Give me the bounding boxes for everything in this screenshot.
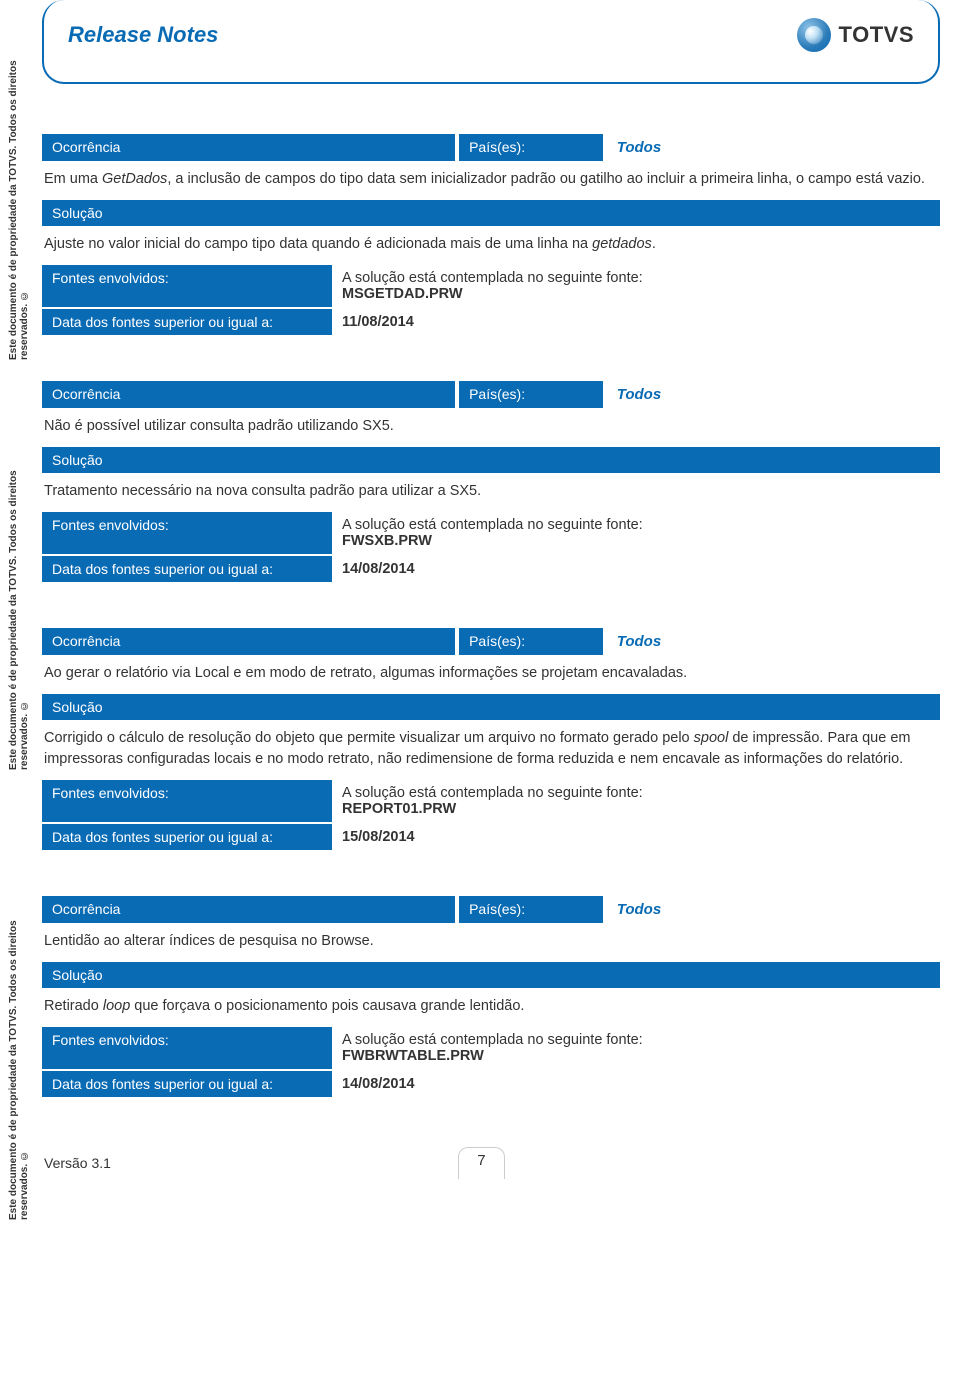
ocorrencia-text: Lentidão ao alterar índices de pesquisa … [42,923,940,960]
country-value: Todos [607,896,940,923]
release-block: Ocorrência País(es): Todos Lentidão ao a… [42,896,940,1097]
country-value: Todos [607,628,940,655]
paises-header: País(es): [459,896,603,923]
data-fontes-value: 14/08/2014 [332,1071,940,1097]
page-title: Release Notes [68,22,218,48]
brand-name: TOTVS [839,22,914,48]
side-copyright-1: Este documento é de propriedade da TOTVS… [8,20,30,360]
data-row: Data dos fontes superior ou igual a: 11/… [42,309,940,335]
fontes-value: A solução está contemplada no seguinte f… [332,265,940,307]
fontes-value: A solução está contemplada no seguinte f… [332,1027,940,1069]
ocorrencia-header: Ocorrência [42,134,455,161]
data-row: Data dos fontes superior ou igual a: 14/… [42,1071,940,1097]
data-fontes-label: Data dos fontes superior ou igual a: [42,556,332,582]
fontes-label: Fontes envolvidos: [42,780,332,822]
side-copyright-3: Este documento é de propriedade da TOTVS… [8,880,30,1220]
paises-header: País(es): [459,134,603,161]
totvs-logo-icon [797,18,831,52]
paises-header: País(es): [459,381,603,408]
fontes-label: Fontes envolvidos: [42,1027,332,1069]
solucao-header: Solução [42,447,940,473]
fontes-row: Fontes envolvidos: A solução está contem… [42,512,940,554]
solucao-text: Ajuste no valor inicial do campo tipo da… [42,226,940,263]
release-block: Ocorrência País(es): Todos Não é possíve… [42,381,940,582]
data-fontes-value: 11/08/2014 [332,309,940,335]
ocorrencia-text: Não é possível utilizar consulta padrão … [42,408,940,445]
fontes-row: Fontes envolvidos: A solução está contem… [42,780,940,822]
solucao-header: Solução [42,200,940,226]
header-box: Release Notes TOTVS [42,0,940,84]
release-block: Ocorrência País(es): Todos Em uma GetDad… [42,134,940,335]
page-content: Release Notes TOTVS Ocorrência País(es):… [42,0,940,1197]
solucao-text: Tratamento necessário na nova consulta p… [42,473,940,510]
version-label: Versão 3.1 [44,1155,111,1171]
side-copyright-2: Este documento é de propriedade da TOTVS… [8,430,30,770]
solucao-header: Solução [42,962,940,988]
release-block: Ocorrência País(es): Todos Ao gerar o re… [42,628,940,850]
fontes-value: A solução está contemplada no seguinte f… [332,512,940,554]
solucao-text: Retirado loop que forçava o posicionamen… [42,988,940,1025]
block-header-row: Ocorrência País(es): Todos [42,134,940,161]
data-row: Data dos fontes superior ou igual a: 14/… [42,556,940,582]
data-fontes-label: Data dos fontes superior ou igual a: [42,309,332,335]
fontes-value: A solução está contemplada no seguinte f… [332,780,940,822]
country-value: Todos [607,381,940,408]
fontes-row: Fontes envolvidos: A solução está contem… [42,265,940,307]
data-fontes-value: 14/08/2014 [332,556,940,582]
fontes-row: Fontes envolvidos: A solução está contem… [42,1027,940,1069]
ocorrencia-header: Ocorrência [42,381,455,408]
ocorrencia-header: Ocorrência [42,896,455,923]
paises-header: País(es): [459,628,603,655]
data-fontes-label: Data dos fontes superior ou igual a: [42,824,332,850]
brand-logo: TOTVS [797,18,914,52]
blocks-container: Ocorrência País(es): Todos Em uma GetDad… [42,134,940,1097]
data-fontes-value: 15/08/2014 [332,824,940,850]
fontes-label: Fontes envolvidos: [42,512,332,554]
solucao-header: Solução [42,694,940,720]
ocorrencia-header: Ocorrência [42,628,455,655]
block-header-row: Ocorrência País(es): Todos [42,896,940,923]
fontes-label: Fontes envolvidos: [42,265,332,307]
data-row: Data dos fontes superior ou igual a: 15/… [42,824,940,850]
block-header-row: Ocorrência País(es): Todos [42,381,940,408]
page-number: 7 [458,1147,504,1179]
country-value: Todos [607,134,940,161]
data-fontes-label: Data dos fontes superior ou igual a: [42,1071,332,1097]
page-footer: Versão 3.1 7 [42,1143,940,1197]
ocorrencia-text: Ao gerar o relatório via Local e em modo… [42,655,940,692]
block-header-row: Ocorrência País(es): Todos [42,628,940,655]
ocorrencia-text: Em uma GetDados, a inclusão de campos do… [42,161,940,198]
solucao-text: Corrigido o cálculo de resolução do obje… [42,720,940,778]
